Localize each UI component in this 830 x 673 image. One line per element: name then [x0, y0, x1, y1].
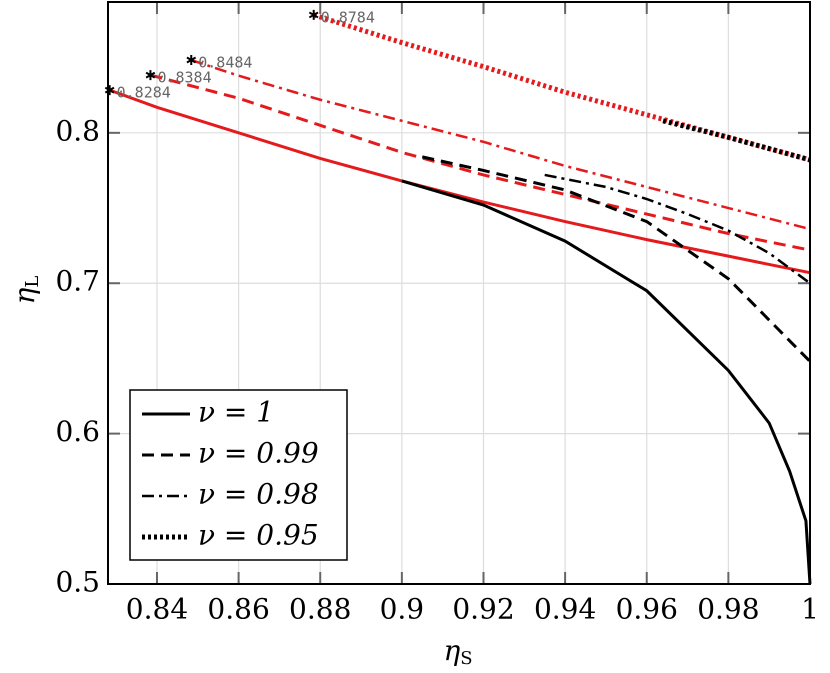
series-line [150, 73, 811, 252]
series-line [109, 88, 811, 275]
marker [186, 55, 197, 66]
legend-box [129, 389, 348, 561]
legend-label: ν = 1 [198, 396, 274, 429]
x-axis-label-symbol: η [443, 634, 460, 667]
x-tick-label: 0.9 [380, 593, 425, 626]
series-line [401, 179, 812, 585]
x-tick-label: 0.88 [289, 593, 351, 626]
series-line [662, 118, 811, 163]
x-axis-label: ηS [443, 634, 472, 670]
series-line [544, 173, 811, 285]
annotation: 0.8384 [157, 69, 211, 87]
legend-label: ν = 0.99 [198, 437, 319, 470]
x-tick-label: 1 [801, 593, 819, 626]
series-line [421, 155, 812, 363]
series-line [190, 58, 811, 231]
marker [308, 9, 319, 20]
legend-label: ν = 0.98 [198, 478, 319, 511]
annotation: 0.8484 [198, 54, 252, 72]
y-tick-label: 0.7 [55, 265, 100, 298]
x-axis-label-sub: S [460, 648, 472, 669]
x-tick-label: 0.92 [452, 593, 514, 626]
marker [104, 85, 115, 96]
legend-label: ν = 0.95 [198, 519, 319, 552]
plot-frame [107, 1, 811, 585]
annotation: 0.8784 [321, 8, 375, 26]
y-axis-label-sub: L [22, 276, 43, 288]
x-tick-label: 0.94 [534, 593, 596, 626]
y-tick-label: 0.5 [55, 566, 100, 599]
x-tick-label: 0.98 [697, 593, 759, 626]
x-tick-label: 0.96 [616, 593, 678, 626]
x-tick-label: 0.86 [207, 593, 269, 626]
y-tick-label: 0.6 [55, 415, 100, 448]
y-axis-label: ηL [8, 276, 44, 305]
y-axis-label-symbol: η [8, 287, 41, 304]
annotation: 0.8284 [117, 84, 171, 102]
y-tick-label: 0.8 [55, 114, 100, 147]
x-tick-label: 0.84 [126, 593, 188, 626]
marker [145, 70, 156, 81]
